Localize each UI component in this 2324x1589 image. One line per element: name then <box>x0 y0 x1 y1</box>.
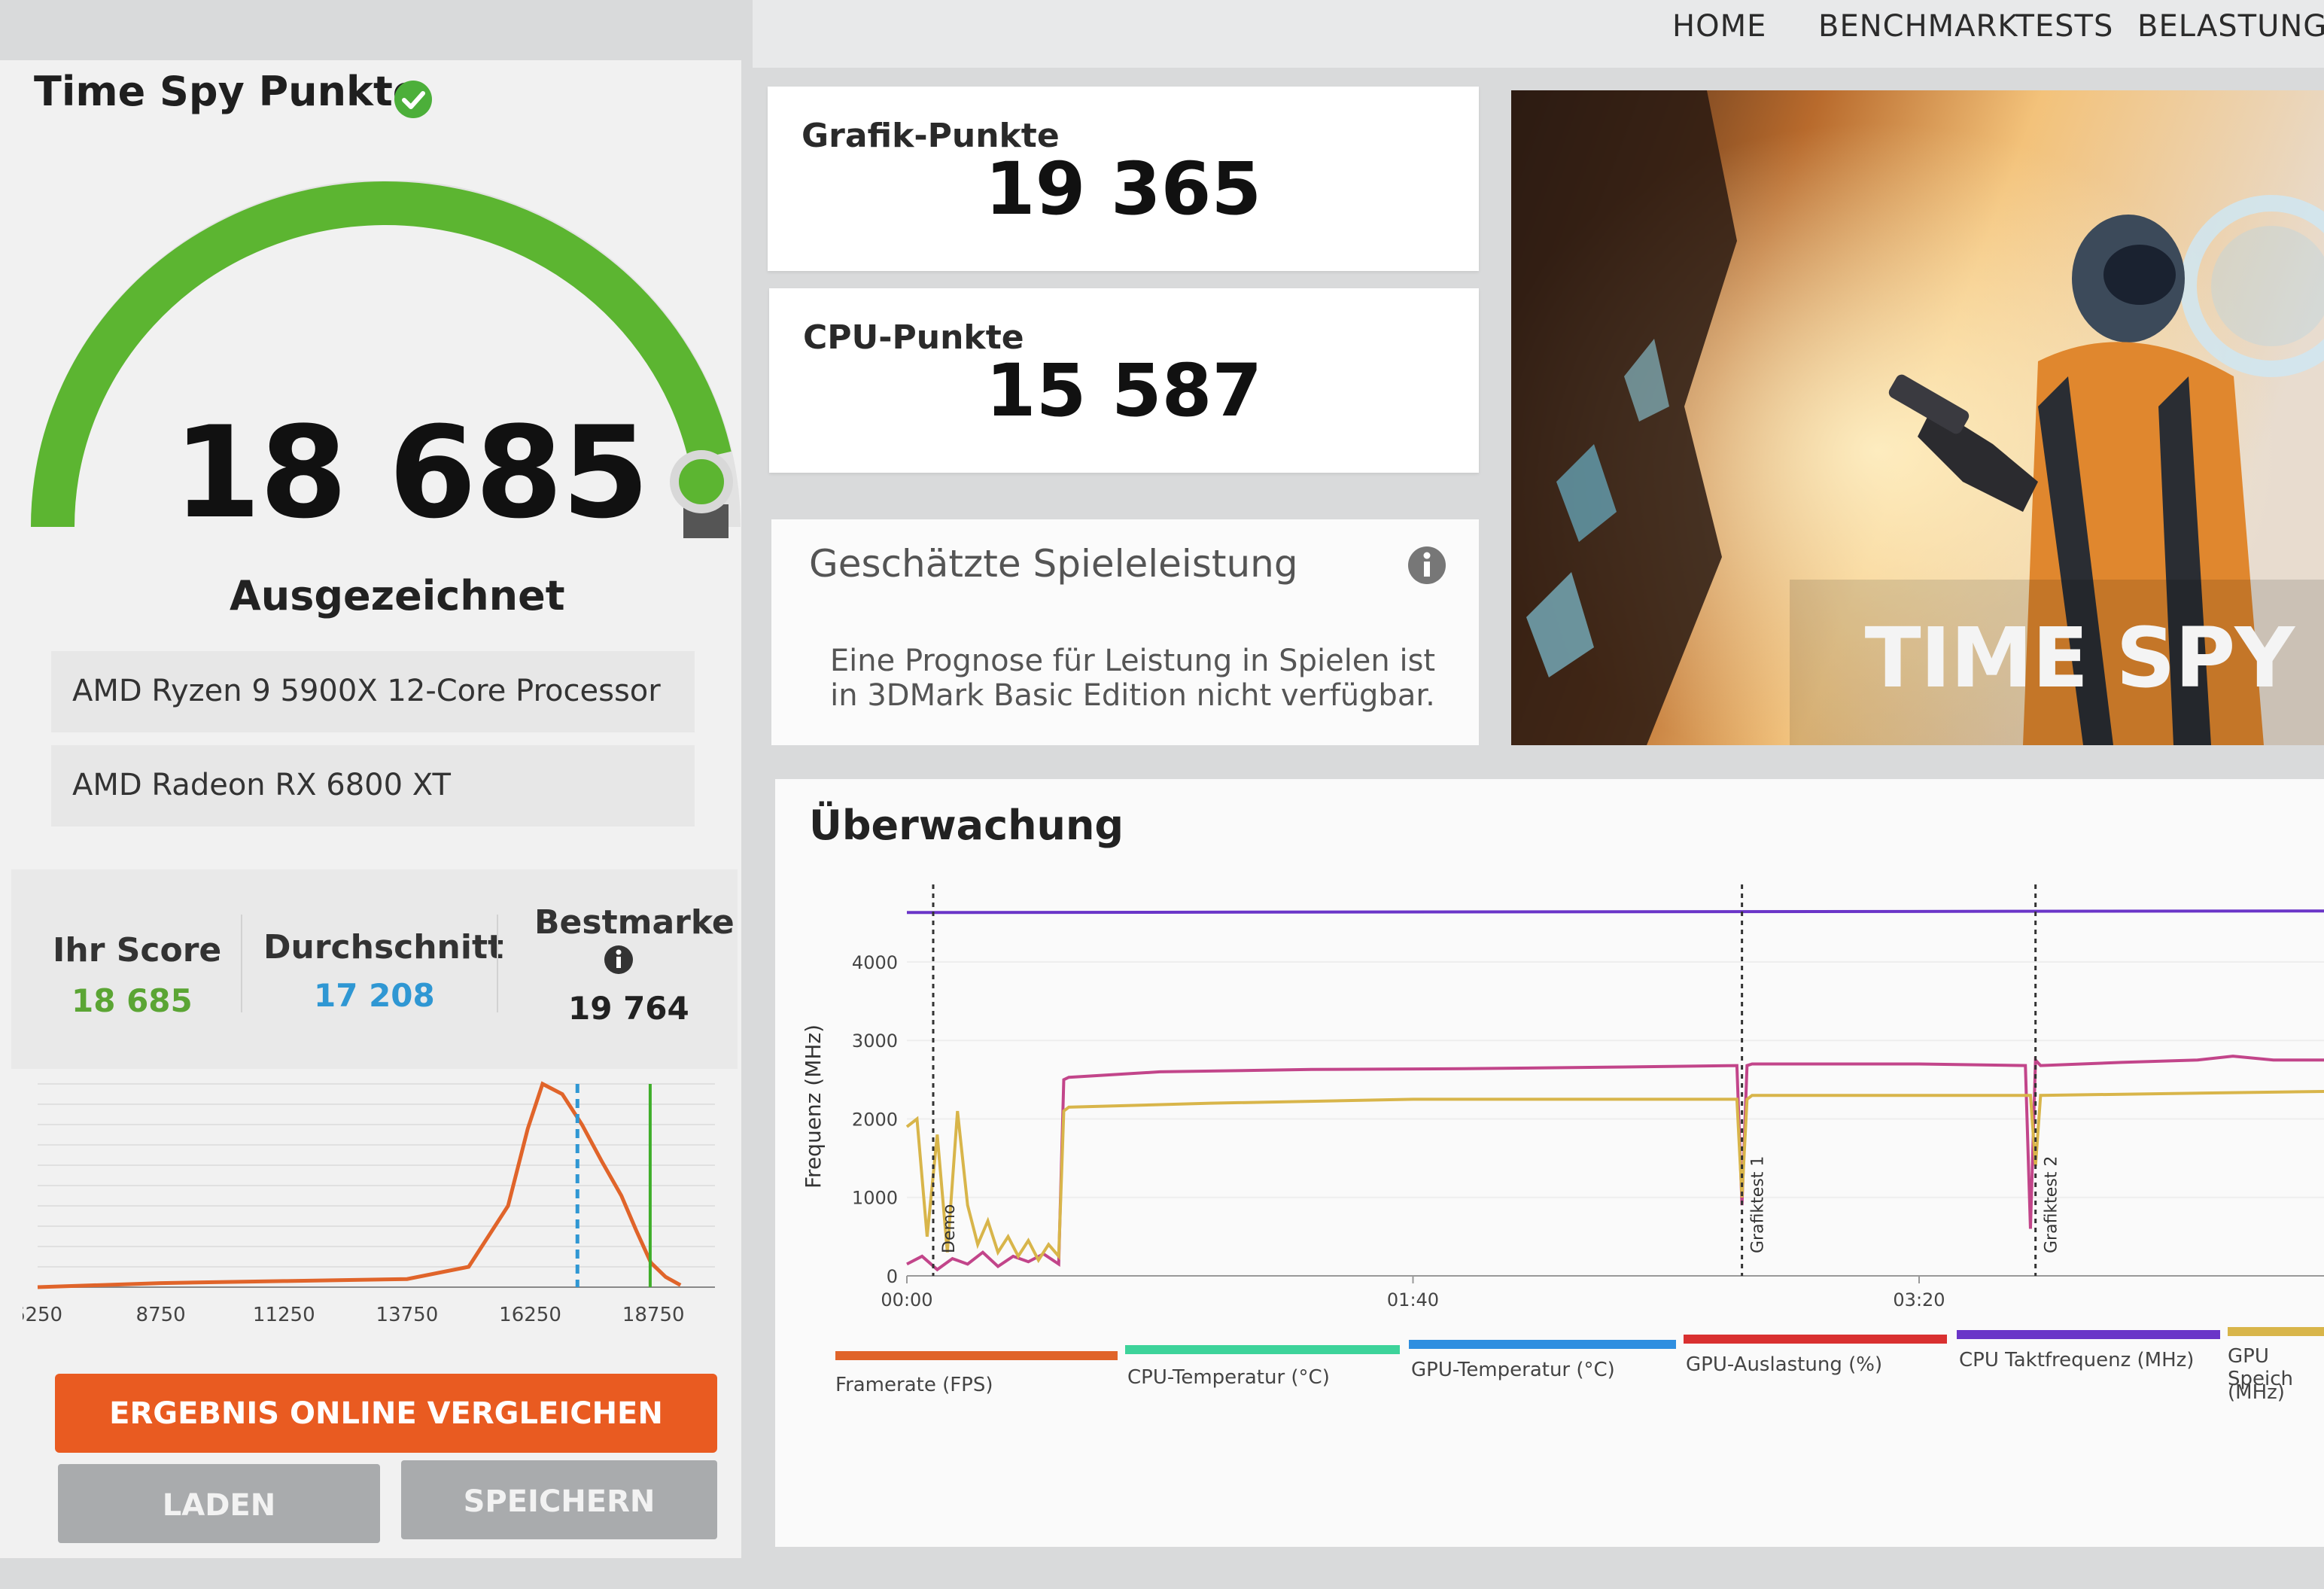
compare-online-button[interactable]: ERGEBNIS ONLINE VERGLEICHEN <box>55 1374 717 1453</box>
nav-benchmarktests[interactable]: BENCHMARKTESTS <box>1818 9 2114 44</box>
your-score-value: 18 685 <box>71 982 193 1019</box>
graphics-score-tile: Grafik-Punkte 19 365 <box>768 87 1479 271</box>
x-tick-label: 6250 <box>23 1304 62 1326</box>
legend-gpu-memory[interactable]: GPU Speich <box>2228 1345 2294 1390</box>
x-tick-label: 11250 <box>253 1304 315 1326</box>
monitoring-chart: 0 1000 2000 3000 4000 00:00 01:40 03:20 Frequenz… <box>801 884 2324 1310</box>
score-rating: Ausgezeichnet <box>230 572 565 619</box>
average-value: 17 208 <box>314 977 435 1014</box>
divider <box>497 915 498 1012</box>
load-label: LADEN <box>162 1488 276 1523</box>
distribution-line <box>37 1081 682 1289</box>
cpu-score-label: CPU-Punkte <box>803 318 1024 357</box>
cpu-name: AMD Ryzen 9 5900X 12-Core Processor <box>72 674 661 708</box>
x-tick-label: 18750 <box>622 1304 685 1326</box>
time-spy-banner: TIME SPY <box>1511 90 2324 745</box>
y-tick-label: 4000 <box>852 952 898 973</box>
legend-swatch-gpu-temp <box>1409 1340 1676 1349</box>
legend-cpu-temperature[interactable]: CPU-Temperatur (°C) <box>1127 1366 1330 1389</box>
cpu-score-value: 15 587 <box>985 349 1263 433</box>
game-performance-note: Eine Prognose für Leistung in Spielen is… <box>794 644 1471 713</box>
game-performance-card: Geschätzte Spieleleistung Eine Prognose … <box>771 519 1479 745</box>
check-icon <box>394 81 432 118</box>
y-tick-label: 2000 <box>852 1109 898 1130</box>
phase-marker-label: Grafiktest 1 <box>1749 1156 1768 1253</box>
legend-cpu-clock[interactable]: CPU Taktfrequenz (MHz) <box>1959 1349 2195 1371</box>
series-line <box>905 1090 2324 1264</box>
x-tick-label: 13750 <box>376 1304 439 1326</box>
score-comparison: Ihr Score 18 685 Durchschnitt 17 208 Bes… <box>11 869 738 1069</box>
score-gauge <box>31 181 741 538</box>
series-line <box>906 909 2324 915</box>
legend-swatch-gpu-load <box>1684 1335 1947 1344</box>
nav-home[interactable]: HOME <box>1672 9 1767 44</box>
gpu-name: AMD Radeon RX 6800 XT <box>72 768 451 802</box>
legend-swatch-cpu-temp <box>1125 1345 1400 1354</box>
save-label: SPEICHERN <box>463 1484 656 1519</box>
game-performance-title: Geschätzte Spieleleistung <box>809 542 1298 586</box>
nav-belastungstests[interactable]: BELASTUNGS <box>2137 9 2324 44</box>
x-tick-label: 8750 <box>136 1304 186 1326</box>
x-tick-label: 16250 <box>499 1304 561 1326</box>
cpu-score-tile: CPU-Punkte 15 587 <box>769 288 1479 473</box>
legend-swatch-framerate <box>835 1351 1118 1360</box>
y-axis-label: Frequenz (MHz) <box>801 1024 826 1189</box>
info-icon[interactable] <box>604 945 634 975</box>
score-title: Time Spy Punkte <box>34 68 421 115</box>
main-score: 18 685 <box>173 399 649 546</box>
y-tick-label: 3000 <box>852 1030 898 1052</box>
x-tick-label: 03:20 <box>1893 1289 1945 1310</box>
legend-framerate[interactable]: Framerate (FPS) <box>835 1374 993 1396</box>
your-score-label: Ihr Score <box>53 931 222 970</box>
best-label: Bestmarke <box>534 903 735 942</box>
legend-gpu-temperature[interactable]: GPU-Temperatur (°C) <box>1411 1359 1615 1381</box>
note-line-2: in 3DMark Basic Edition nicht verfügbar. <box>830 678 1435 713</box>
gpu-info-row: AMD Radeon RX 6800 XT <box>51 745 695 826</box>
legend-swatch-gpu-mem <box>2228 1327 2324 1336</box>
note-line-1: Eine Prognose für Leistung in Spielen is… <box>829 644 1436 678</box>
legend-gpu-load[interactable]: GPU-Auslastung (%) <box>1686 1353 1883 1376</box>
legend-gpu-memory-unit: (MHz) <box>2228 1381 2285 1404</box>
top-navigation: HOME BENCHMARKTESTS BELASTUNGS <box>753 0 2324 68</box>
legend-swatch-cpu-clock <box>1957 1330 2220 1339</box>
graphics-score-value: 19 365 <box>984 147 1262 231</box>
average-label: Durchschnitt <box>263 928 504 966</box>
phase-marker-label: Grafiktest 2 <box>2043 1156 2061 1253</box>
phase-marker-label: Demo <box>940 1204 959 1253</box>
y-tick-label: 0 <box>887 1266 898 1287</box>
monitoring-panel: Überwachung 0 1000 2000 3000 4000 00:00 01:40 0… <box>775 779 2324 1547</box>
x-tick-label: 01:40 <box>1387 1289 1439 1310</box>
y-tick-label: 1000 <box>852 1188 898 1209</box>
load-button[interactable]: LADEN <box>58 1464 380 1543</box>
banner-title: TIME SPY <box>1864 610 2295 706</box>
character-figure <box>1888 215 2264 745</box>
banner-artwork <box>1511 90 2324 745</box>
series-line <box>906 1055 2324 1272</box>
compare-online-label: ERGEBNIS ONLINE VERGLEICHEN <box>109 1396 663 1431</box>
gauge-marker <box>670 450 733 513</box>
monitoring-title: Überwachung <box>809 802 1124 849</box>
best-value: 19 764 <box>568 990 689 1027</box>
cpu-info-row: AMD Ryzen 9 5900X 12-Core Processor <box>51 651 695 732</box>
graphics-score-label: Grafik-Punkte <box>802 117 1060 155</box>
x-tick-label: 00:00 <box>881 1289 932 1310</box>
divider <box>241 915 242 1012</box>
info-icon[interactable] <box>1407 546 1446 585</box>
score-distribution-chart: 6250 8750 11250 13750 16250 18750 <box>23 1081 715 1326</box>
save-button[interactable]: SPEICHERN <box>401 1460 717 1539</box>
